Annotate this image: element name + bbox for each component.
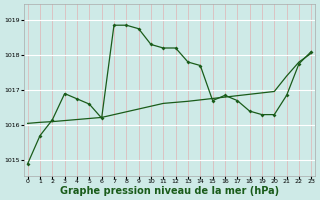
- X-axis label: Graphe pression niveau de la mer (hPa): Graphe pression niveau de la mer (hPa): [60, 186, 279, 196]
